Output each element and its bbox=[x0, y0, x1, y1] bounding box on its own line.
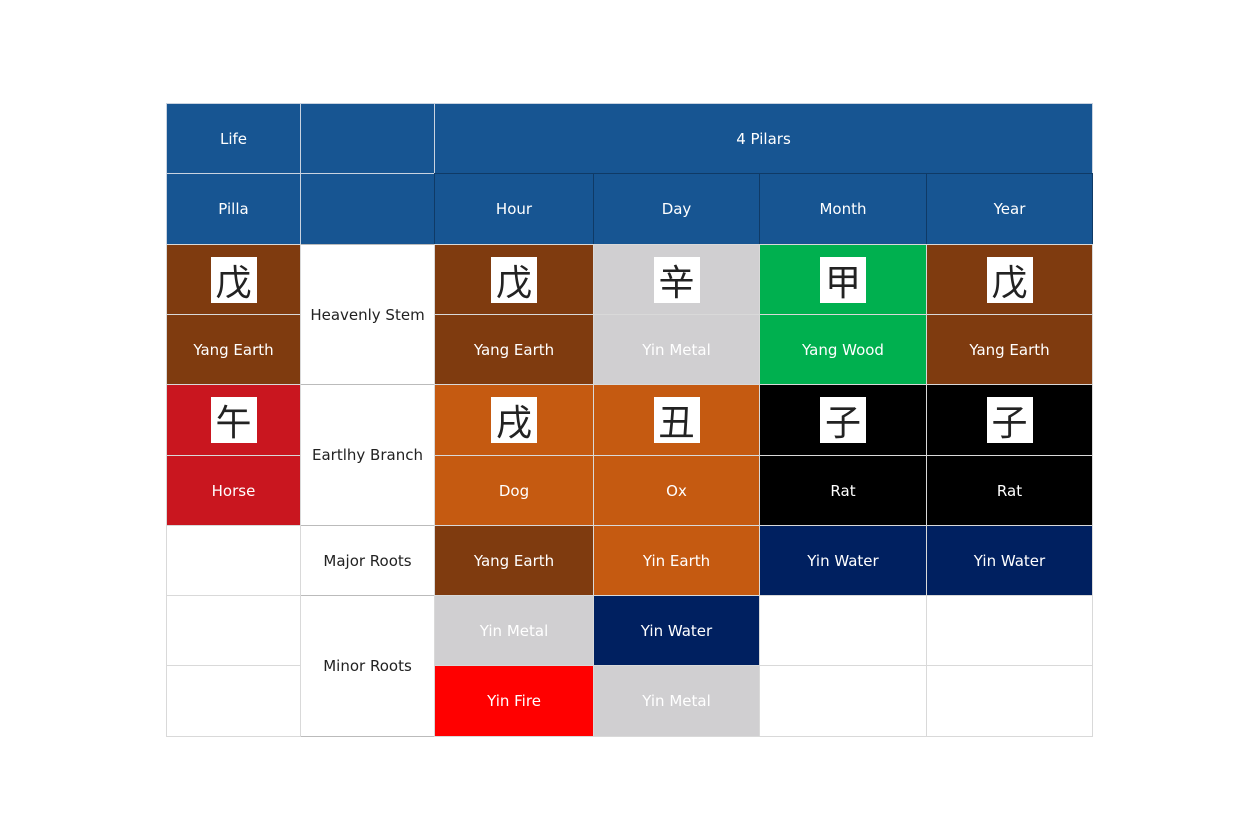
stem-element: Yang Earth bbox=[434, 314, 594, 385]
stem-char: 辛 bbox=[593, 244, 760, 315]
column-header: Day bbox=[593, 173, 760, 245]
character: 戊 bbox=[491, 256, 537, 304]
empty-cell bbox=[926, 665, 1093, 737]
stem-char: 戊 bbox=[926, 244, 1093, 315]
column-header: Hour bbox=[434, 173, 594, 245]
row-label: Minor Roots bbox=[300, 595, 435, 737]
branch-char: 戌 bbox=[434, 384, 594, 456]
branch-animal: Dog bbox=[434, 455, 594, 526]
row-label: Major Roots bbox=[300, 525, 435, 596]
branch-animal: Rat bbox=[759, 455, 927, 526]
branch-char: 丑 bbox=[593, 384, 760, 456]
character: 戌 bbox=[491, 397, 537, 444]
stem-element: Yang Wood bbox=[759, 314, 927, 385]
minor-root: Yin Fire bbox=[434, 665, 594, 737]
stem-element: Yang Earth bbox=[926, 314, 1093, 385]
header-cell: Life bbox=[166, 103, 301, 174]
stem-char: 戊 bbox=[434, 244, 594, 315]
empty-cell bbox=[926, 595, 1093, 666]
empty-cell bbox=[166, 525, 301, 596]
column-header: Year bbox=[926, 173, 1093, 245]
header-cell bbox=[300, 103, 435, 174]
character: 辛 bbox=[653, 256, 700, 304]
character: 子 bbox=[986, 397, 1033, 444]
header-cell: 4 Pilars bbox=[434, 103, 1093, 174]
row-label: Eartlhy Branch bbox=[300, 384, 435, 526]
character: 戊 bbox=[986, 256, 1033, 304]
stem-element: Yang Earth bbox=[166, 314, 301, 385]
empty-cell bbox=[166, 595, 301, 666]
empty-cell bbox=[759, 665, 927, 737]
empty-cell bbox=[759, 595, 927, 666]
header-cell bbox=[300, 173, 435, 245]
character: 午 bbox=[210, 397, 257, 444]
branch-animal: Ox bbox=[593, 455, 760, 526]
stem-char: 甲 bbox=[759, 244, 927, 315]
stem-char: 戊 bbox=[166, 244, 301, 315]
major-root: Yang Earth bbox=[434, 525, 594, 596]
row-label: Heavenly Stem bbox=[300, 244, 435, 385]
empty-cell bbox=[166, 665, 301, 737]
column-header: Month bbox=[759, 173, 927, 245]
branch-char: 子 bbox=[926, 384, 1093, 456]
minor-root: Yin Metal bbox=[434, 595, 594, 666]
branch-char: 午 bbox=[166, 384, 301, 456]
branch-char: 子 bbox=[759, 384, 927, 456]
minor-root: Yin Metal bbox=[593, 665, 760, 737]
character: 戊 bbox=[210, 256, 257, 304]
character: 子 bbox=[820, 397, 866, 444]
major-root: Yin Water bbox=[759, 525, 927, 596]
branch-animal: Rat bbox=[926, 455, 1093, 526]
branch-animal: Horse bbox=[166, 455, 301, 526]
stem-element: Yin Metal bbox=[593, 314, 760, 385]
major-root: Yin Water bbox=[926, 525, 1093, 596]
character: 丑 bbox=[653, 397, 700, 444]
character: 甲 bbox=[820, 256, 866, 304]
major-root: Yin Earth bbox=[593, 525, 760, 596]
minor-root: Yin Water bbox=[593, 595, 760, 666]
header-cell: Pilla bbox=[166, 173, 301, 245]
